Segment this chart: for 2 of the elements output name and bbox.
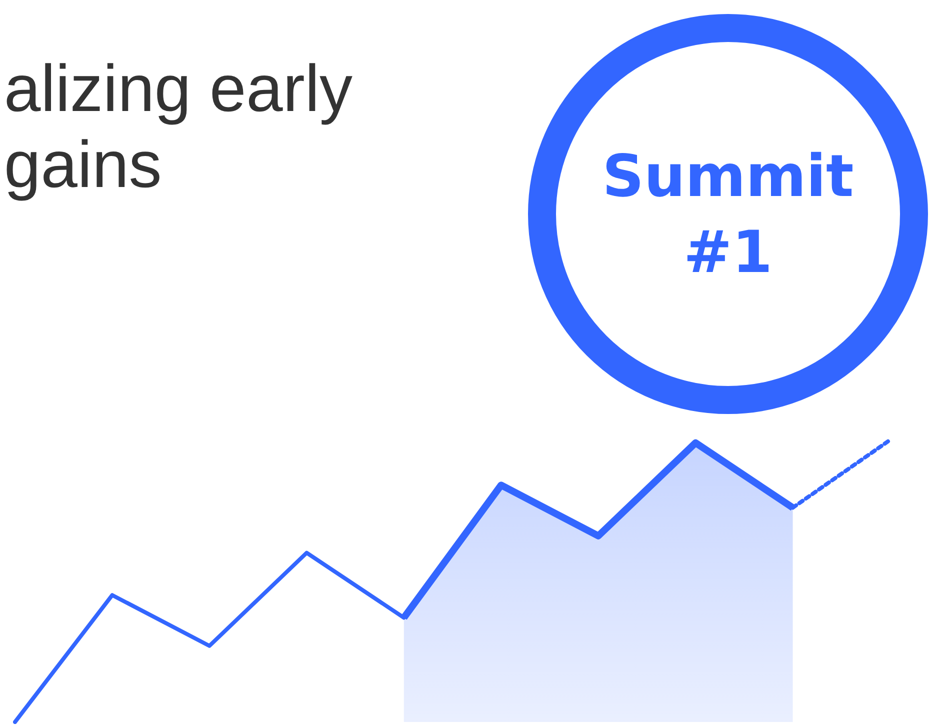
ring-outline: Summit #1 [528,14,928,414]
chart-title: alizing early gains [4,50,354,202]
